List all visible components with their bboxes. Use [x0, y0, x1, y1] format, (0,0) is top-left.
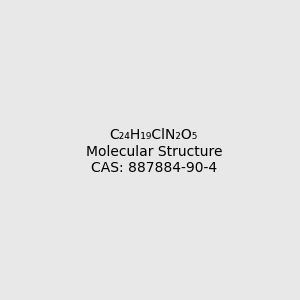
Text: C₂₄H₁₉ClN₂O₅
Molecular Structure
CAS: 887884-90-4: C₂₄H₁₉ClN₂O₅ Molecular Structure CAS: 88… [85, 128, 222, 175]
